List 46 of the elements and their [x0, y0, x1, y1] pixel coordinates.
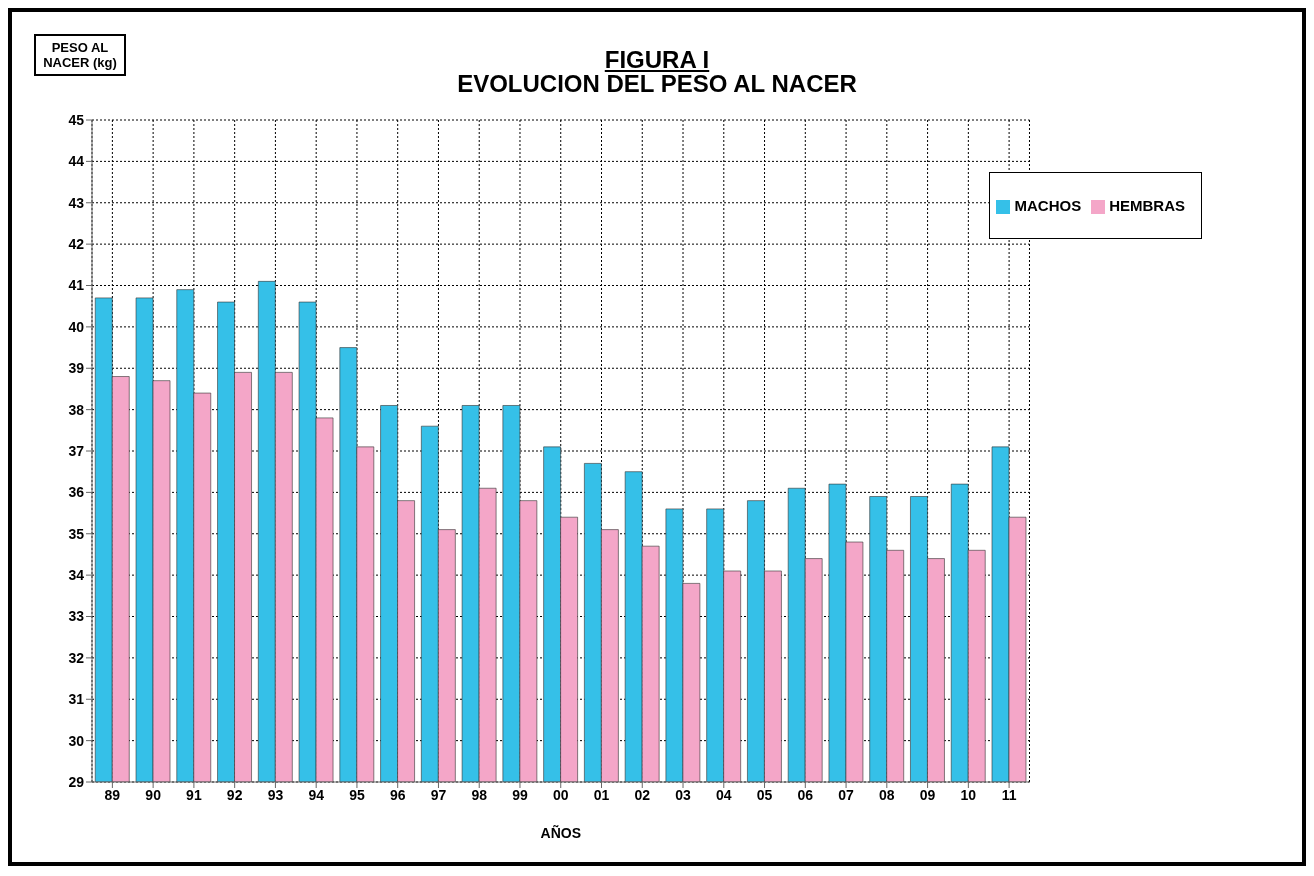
y-tick-label: 44 [68, 153, 85, 170]
y-tick-label: 35 [68, 525, 85, 542]
x-tick-label: 96 [389, 786, 406, 803]
x-tick-label: 90 [145, 786, 162, 803]
x-tick-label: 98 [471, 786, 488, 803]
chart-title: FIGURA I [604, 46, 710, 73]
y-tick-label: 41 [68, 277, 85, 294]
y-tick-label: 42 [68, 236, 85, 253]
y-tick-label: 45 [68, 111, 85, 128]
x-tick-label: 95 [349, 786, 365, 803]
y-tick-label: 29 [68, 773, 85, 790]
x-tick-label: 94 [308, 786, 325, 803]
legend-label: MACHOS [1014, 197, 1082, 214]
x-axis-title: AÑOS [540, 824, 581, 841]
x-tick-label: 99 [512, 786, 528, 803]
x-tick-label: 06 [797, 786, 814, 803]
y-tick-label: 31 [68, 691, 85, 708]
y-tick-label: 32 [68, 649, 85, 666]
x-tick-label: 11 [1001, 786, 1017, 803]
y-tick-label: 36 [68, 484, 85, 501]
x-tick-label: 92 [226, 786, 243, 803]
y-tick-label: 43 [68, 194, 85, 211]
x-tick-label: 93 [267, 786, 284, 803]
x-tick-label: 10 [960, 786, 977, 803]
x-tick-label: 00 [552, 786, 569, 803]
x-tick-label: 03 [675, 786, 692, 803]
x-tick-label: 97 [430, 786, 447, 803]
x-tick-label: 07 [838, 786, 855, 803]
y-tick-label: 34 [68, 567, 85, 584]
y-tick-label: 33 [68, 608, 85, 625]
y-axis-title: PESO AL NACER (kg) [34, 34, 126, 76]
x-tick-label: 08 [879, 786, 895, 803]
x-tick-label: 91 [186, 786, 202, 803]
x-tick-label: 05 [756, 786, 773, 803]
x-tick-label: 01 [593, 786, 610, 803]
x-tick-label: 02 [634, 786, 651, 803]
chart-subtitle: EVOLUCION DEL PESO AL NACER [456, 70, 858, 97]
y-tick-label: 30 [68, 732, 85, 749]
y-tick-label: 40 [68, 318, 85, 335]
y-tick-label: 38 [68, 401, 85, 418]
x-tick-label: 89 [104, 786, 121, 803]
y-tick-label: 37 [68, 442, 85, 459]
x-tick-label: 04 [715, 786, 732, 803]
x-tick-label: 09 [919, 786, 936, 803]
y-tick-label: 39 [68, 360, 85, 377]
legend-label: HEMBRAS [1109, 197, 1185, 214]
